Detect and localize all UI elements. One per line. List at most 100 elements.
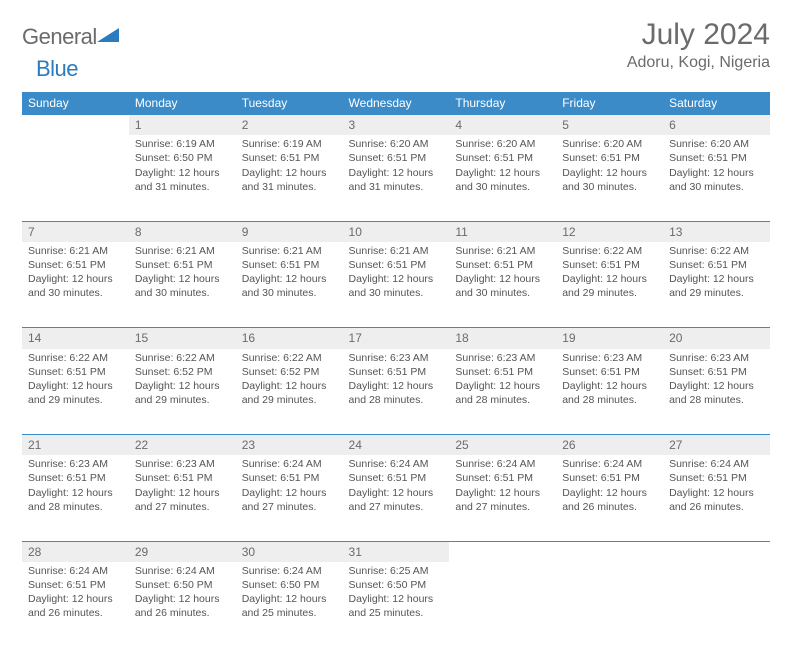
sunrise-line: Sunrise: 6:24 AM xyxy=(28,564,123,578)
sunrise-line: Sunrise: 6:24 AM xyxy=(349,457,444,471)
sunset-line: Sunset: 6:51 PM xyxy=(28,365,123,379)
sunrise-line: Sunrise: 6:19 AM xyxy=(135,137,230,151)
day-content-cell: Sunrise: 6:23 AMSunset: 6:51 PMDaylight:… xyxy=(343,349,450,435)
sunrise-line: Sunrise: 6:23 AM xyxy=(455,351,550,365)
daylight-line: Daylight: 12 hours and 27 minutes. xyxy=(135,486,230,514)
title-block: July 2024 Adoru, Kogi, Nigeria xyxy=(627,18,770,72)
daylight-line: Daylight: 12 hours and 30 minutes. xyxy=(669,166,764,194)
daylight-line: Daylight: 12 hours and 26 minutes. xyxy=(28,592,123,620)
day-number-cell xyxy=(663,541,770,562)
weekday-header: Saturday xyxy=(663,92,770,115)
sunrise-line: Sunrise: 6:23 AM xyxy=(349,351,444,365)
calendar-table: SundayMondayTuesdayWednesdayThursdayFrid… xyxy=(22,92,770,648)
day-number-cell: 24 xyxy=(343,435,450,456)
day-number-cell: 26 xyxy=(556,435,663,456)
daylight-line: Daylight: 12 hours and 28 minutes. xyxy=(349,379,444,407)
day-content-cell: Sunrise: 6:21 AMSunset: 6:51 PMDaylight:… xyxy=(449,242,556,328)
day-number-cell: 12 xyxy=(556,221,663,242)
sunrise-line: Sunrise: 6:24 AM xyxy=(242,564,337,578)
day-content-cell: Sunrise: 6:22 AMSunset: 6:51 PMDaylight:… xyxy=(663,242,770,328)
day-number-row: 123456 xyxy=(22,115,770,136)
day-content-cell: Sunrise: 6:22 AMSunset: 6:51 PMDaylight:… xyxy=(22,349,129,435)
weekday-header-row: SundayMondayTuesdayWednesdayThursdayFrid… xyxy=(22,92,770,115)
day-content-row: Sunrise: 6:19 AMSunset: 6:50 PMDaylight:… xyxy=(22,135,770,221)
daylight-line: Daylight: 12 hours and 30 minutes. xyxy=(455,272,550,300)
day-number-cell: 16 xyxy=(236,328,343,349)
sunset-line: Sunset: 6:52 PM xyxy=(135,365,230,379)
weekday-header: Sunday xyxy=(22,92,129,115)
sunset-line: Sunset: 6:51 PM xyxy=(669,365,764,379)
day-content-cell: Sunrise: 6:22 AMSunset: 6:51 PMDaylight:… xyxy=(556,242,663,328)
sunset-line: Sunset: 6:51 PM xyxy=(455,365,550,379)
weekday-header: Thursday xyxy=(449,92,556,115)
day-number-cell: 5 xyxy=(556,115,663,136)
sunset-line: Sunset: 6:50 PM xyxy=(135,151,230,165)
daylight-line: Daylight: 12 hours and 30 minutes. xyxy=(455,166,550,194)
sunset-line: Sunset: 6:51 PM xyxy=(28,471,123,485)
day-number-cell: 15 xyxy=(129,328,236,349)
day-number-cell: 23 xyxy=(236,435,343,456)
sunrise-line: Sunrise: 6:21 AM xyxy=(349,244,444,258)
day-content-cell: Sunrise: 6:21 AMSunset: 6:51 PMDaylight:… xyxy=(343,242,450,328)
day-number-cell: 27 xyxy=(663,435,770,456)
daylight-line: Daylight: 12 hours and 27 minutes. xyxy=(242,486,337,514)
sunset-line: Sunset: 6:51 PM xyxy=(669,471,764,485)
day-content-cell: Sunrise: 6:24 AMSunset: 6:51 PMDaylight:… xyxy=(663,455,770,541)
day-content-cell: Sunrise: 6:20 AMSunset: 6:51 PMDaylight:… xyxy=(663,135,770,221)
day-content-cell: Sunrise: 6:25 AMSunset: 6:50 PMDaylight:… xyxy=(343,562,450,648)
sunrise-line: Sunrise: 6:20 AM xyxy=(669,137,764,151)
day-content-cell: Sunrise: 6:24 AMSunset: 6:51 PMDaylight:… xyxy=(236,455,343,541)
sunset-line: Sunset: 6:51 PM xyxy=(562,365,657,379)
sunrise-line: Sunrise: 6:20 AM xyxy=(562,137,657,151)
daylight-line: Daylight: 12 hours and 28 minutes. xyxy=(28,486,123,514)
sunset-line: Sunset: 6:51 PM xyxy=(349,471,444,485)
day-content-cell: Sunrise: 6:24 AMSunset: 6:51 PMDaylight:… xyxy=(449,455,556,541)
daylight-line: Daylight: 12 hours and 25 minutes. xyxy=(349,592,444,620)
day-number-row: 14151617181920 xyxy=(22,328,770,349)
sunrise-line: Sunrise: 6:21 AM xyxy=(455,244,550,258)
day-content-cell: Sunrise: 6:24 AMSunset: 6:51 PMDaylight:… xyxy=(22,562,129,648)
day-number-cell: 6 xyxy=(663,115,770,136)
day-number-cell: 4 xyxy=(449,115,556,136)
sunset-line: Sunset: 6:51 PM xyxy=(349,258,444,272)
day-content-cell: Sunrise: 6:23 AMSunset: 6:51 PMDaylight:… xyxy=(129,455,236,541)
daylight-line: Daylight: 12 hours and 28 minutes. xyxy=(669,379,764,407)
day-content-cell: Sunrise: 6:23 AMSunset: 6:51 PMDaylight:… xyxy=(449,349,556,435)
sunset-line: Sunset: 6:51 PM xyxy=(455,471,550,485)
weekday-header: Friday xyxy=(556,92,663,115)
day-number-cell: 3 xyxy=(343,115,450,136)
daylight-line: Daylight: 12 hours and 25 minutes. xyxy=(242,592,337,620)
day-number-row: 21222324252627 xyxy=(22,435,770,456)
weekday-header: Tuesday xyxy=(236,92,343,115)
day-number-cell xyxy=(449,541,556,562)
day-content-cell: Sunrise: 6:19 AMSunset: 6:50 PMDaylight:… xyxy=(129,135,236,221)
day-number-cell: 30 xyxy=(236,541,343,562)
daylight-line: Daylight: 12 hours and 27 minutes. xyxy=(455,486,550,514)
day-number-cell: 14 xyxy=(22,328,129,349)
sunset-line: Sunset: 6:51 PM xyxy=(135,471,230,485)
day-content-row: Sunrise: 6:22 AMSunset: 6:51 PMDaylight:… xyxy=(22,349,770,435)
day-content-cell: Sunrise: 6:24 AMSunset: 6:51 PMDaylight:… xyxy=(343,455,450,541)
day-number-cell: 18 xyxy=(449,328,556,349)
sunset-line: Sunset: 6:51 PM xyxy=(349,151,444,165)
sunrise-line: Sunrise: 6:19 AM xyxy=(242,137,337,151)
sunrise-line: Sunrise: 6:23 AM xyxy=(28,457,123,471)
daylight-line: Daylight: 12 hours and 29 minutes. xyxy=(135,379,230,407)
daylight-line: Daylight: 12 hours and 26 minutes. xyxy=(562,486,657,514)
sunset-line: Sunset: 6:51 PM xyxy=(349,365,444,379)
sunrise-line: Sunrise: 6:23 AM xyxy=(562,351,657,365)
day-number-row: 28293031 xyxy=(22,541,770,562)
day-number-cell: 9 xyxy=(236,221,343,242)
day-number-cell: 20 xyxy=(663,328,770,349)
sunset-line: Sunset: 6:50 PM xyxy=(135,578,230,592)
day-number-cell: 7 xyxy=(22,221,129,242)
sunrise-line: Sunrise: 6:20 AM xyxy=(455,137,550,151)
sunset-line: Sunset: 6:52 PM xyxy=(242,365,337,379)
sunrise-line: Sunrise: 6:21 AM xyxy=(242,244,337,258)
sunset-line: Sunset: 6:51 PM xyxy=(242,258,337,272)
sunrise-line: Sunrise: 6:24 AM xyxy=(669,457,764,471)
day-content-row: Sunrise: 6:24 AMSunset: 6:51 PMDaylight:… xyxy=(22,562,770,648)
day-content-cell: Sunrise: 6:21 AMSunset: 6:51 PMDaylight:… xyxy=(22,242,129,328)
day-content-cell: Sunrise: 6:20 AMSunset: 6:51 PMDaylight:… xyxy=(449,135,556,221)
sunrise-line: Sunrise: 6:20 AM xyxy=(349,137,444,151)
